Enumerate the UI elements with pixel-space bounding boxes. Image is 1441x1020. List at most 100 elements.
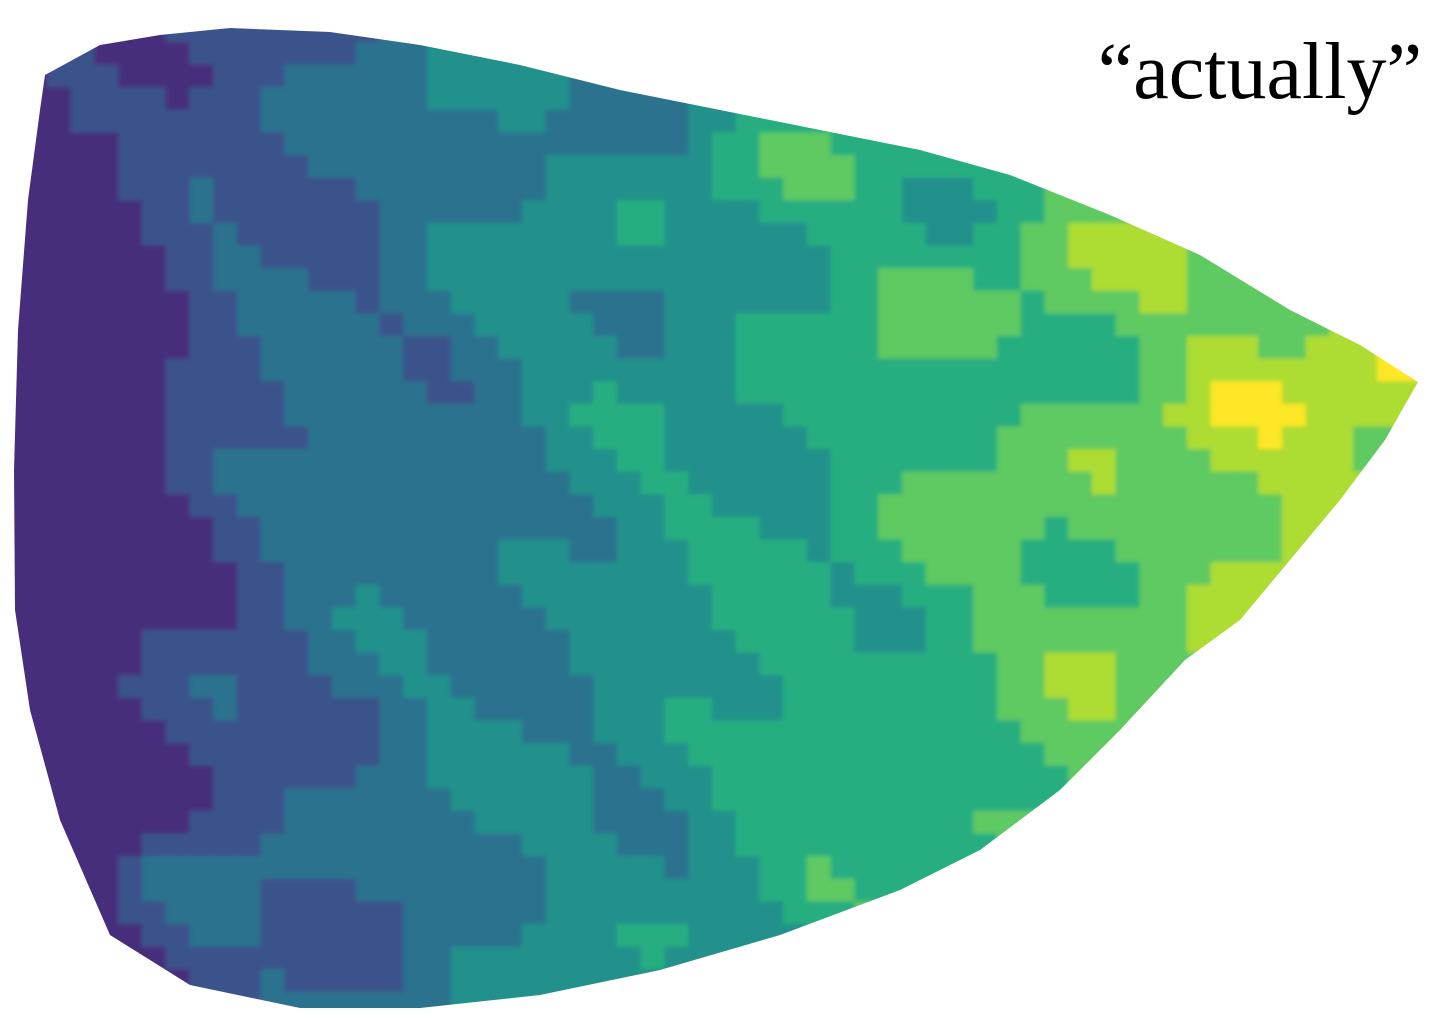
contour-cell <box>1186 494 1212 519</box>
contour-cell <box>878 494 904 519</box>
contour-cell <box>1068 856 1094 880</box>
contour-cell <box>830 969 856 993</box>
contour-cell <box>355 335 381 360</box>
contour-cell <box>1281 584 1307 609</box>
contour-cell <box>878 743 904 767</box>
contour-cell <box>1353 720 1379 745</box>
contour-cell <box>118 765 144 790</box>
contour-cell <box>830 268 856 292</box>
contour-cell <box>236 607 262 632</box>
contour-cell <box>1044 697 1070 722</box>
contour-cell <box>664 403 690 428</box>
contour-cell <box>474 562 500 586</box>
contour-cell <box>426 991 452 1008</box>
contour-cell <box>189 788 215 813</box>
contour-cell <box>1068 245 1094 270</box>
contour-cell <box>1400 539 1418 564</box>
contour-cell <box>711 765 737 790</box>
contour-cell <box>426 64 452 89</box>
contour-cell <box>213 652 239 677</box>
contour-cell <box>664 87 690 112</box>
contour-cell <box>973 109 999 134</box>
contour-cell <box>1210 403 1236 428</box>
contour-cell <box>664 878 690 903</box>
contour-cell <box>949 652 975 677</box>
contour-cell <box>640 901 666 926</box>
contour-cell <box>331 878 357 903</box>
contour-cell <box>996 132 1022 157</box>
contour-cell <box>616 42 642 66</box>
contour-cell <box>23 697 49 722</box>
contour-cell <box>1163 720 1189 745</box>
contour-cell <box>308 381 334 406</box>
contour-cell <box>759 335 785 360</box>
contour-cell <box>1115 788 1141 813</box>
contour-cell <box>949 268 975 292</box>
contour-cell <box>925 426 951 451</box>
contour-cell <box>640 584 666 609</box>
contour-cell <box>1139 991 1165 1008</box>
contour-cell <box>498 765 524 790</box>
contour-cell <box>569 42 595 66</box>
contour-cell <box>830 856 856 880</box>
contour-cell <box>213 697 239 722</box>
contour-cell <box>308 87 334 112</box>
contour-cell <box>189 562 215 586</box>
contour-cell <box>308 562 334 586</box>
contour-cell <box>165 562 191 586</box>
contour-cell <box>1258 991 1284 1008</box>
contour-cell <box>236 878 262 903</box>
contour-cell <box>23 833 49 858</box>
contour-cell <box>878 629 904 654</box>
contour-cell <box>165 42 191 66</box>
contour-cell <box>403 856 429 880</box>
contour-cell <box>1139 946 1165 971</box>
contour-cell <box>545 403 571 428</box>
contour-cell <box>403 222 429 247</box>
contour-cell <box>450 426 476 451</box>
contour-cell <box>616 268 642 292</box>
contour-cell <box>165 539 191 564</box>
contour-cell <box>569 449 595 473</box>
contour-cell <box>640 810 666 835</box>
contour-cell <box>973 584 999 609</box>
contour-cell <box>854 720 880 745</box>
contour-cell <box>165 901 191 926</box>
contour-cell <box>664 969 690 993</box>
contour-cell <box>593 923 619 948</box>
contour-cell <box>996 923 1022 948</box>
contour-cell <box>925 856 951 880</box>
contour-cell <box>688 720 714 745</box>
contour-cell <box>1258 697 1284 722</box>
contour-cell <box>46 675 72 700</box>
contour-cell <box>189 87 215 112</box>
contour-cell <box>23 109 49 134</box>
contour-cell <box>284 743 310 767</box>
contour-cell <box>878 381 904 406</box>
contour-cell <box>664 675 690 700</box>
contour-cell <box>1091 878 1117 903</box>
contour-cell <box>521 788 547 813</box>
contour-cell <box>474 675 500 700</box>
contour-cell <box>1115 471 1141 496</box>
contour-cell <box>284 245 310 270</box>
contour-cell <box>189 222 215 247</box>
contour-cell <box>1020 833 1046 858</box>
contour-cell <box>236 155 262 179</box>
contour-cell <box>379 991 405 1008</box>
contour-cell <box>1139 268 1165 292</box>
contour-cell <box>1186 675 1212 700</box>
contour-cell <box>474 697 500 722</box>
contour-cell <box>1163 697 1189 722</box>
contour-cell <box>1068 403 1094 428</box>
contour-cell <box>1400 222 1418 247</box>
contour-cell <box>1044 268 1070 292</box>
contour-cell <box>640 132 666 157</box>
contour-cell <box>1258 516 1284 541</box>
contour-cell <box>545 200 571 225</box>
contour-cell <box>379 607 405 632</box>
contour-cell <box>23 155 49 179</box>
contour-cell <box>616 946 642 971</box>
contour-cell <box>664 946 690 971</box>
contour-cell <box>118 946 144 971</box>
